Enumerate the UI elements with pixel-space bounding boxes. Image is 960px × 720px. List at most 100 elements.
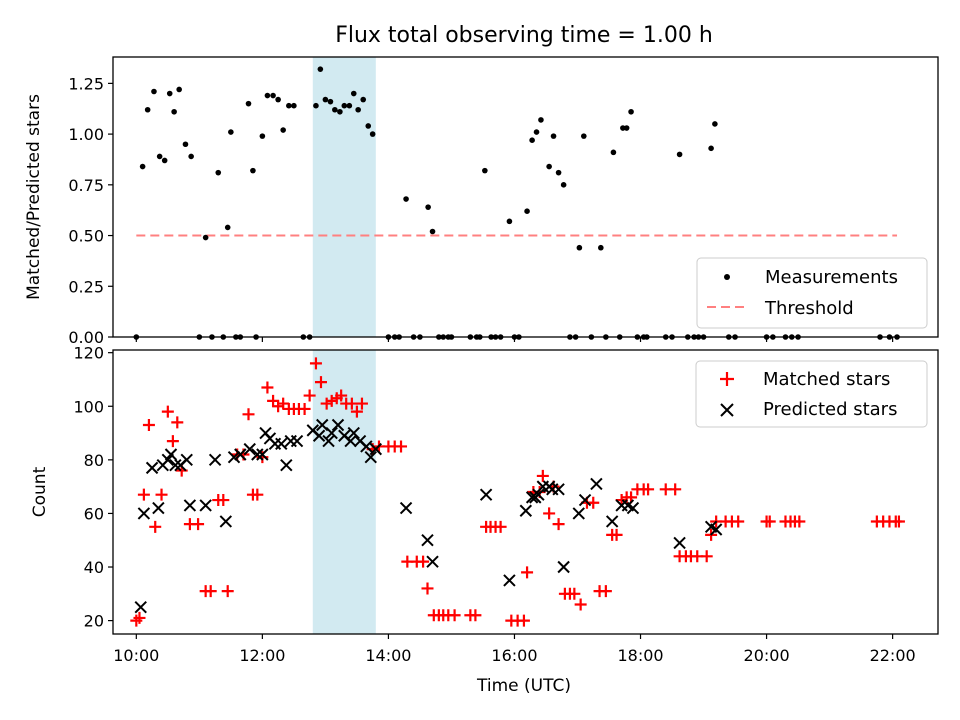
predicted-star-point	[234, 448, 247, 461]
measurement-point	[275, 96, 281, 103]
measurement-point	[628, 108, 634, 115]
predicted-star-point	[479, 488, 493, 501]
predicted-star-point	[169, 459, 182, 472]
measurement-point	[365, 123, 372, 129]
predicted-star-point	[626, 501, 640, 515]
predicted-star-point	[219, 515, 233, 528]
matched-star-point	[395, 440, 408, 453]
measurement-point	[161, 157, 168, 164]
matched-star-point	[335, 389, 348, 402]
matched-star-point	[448, 609, 461, 622]
matched-star-point	[521, 566, 534, 579]
matched-star-point	[610, 528, 623, 541]
predicted-star-point	[590, 477, 603, 491]
bottom-x-tick-label: 18:00	[617, 646, 663, 665]
measurement-point	[322, 96, 329, 103]
measurement-point	[550, 133, 557, 139]
bottom-x-tick-label: 10:00	[113, 646, 159, 665]
measurement-point	[313, 102, 319, 109]
predicted-star-point	[325, 426, 338, 440]
predicted-star-point	[347, 426, 360, 440]
measurement-point	[598, 244, 604, 251]
matched-star-point	[469, 609, 482, 622]
matched-star-point	[277, 397, 290, 410]
measurement-point	[286, 102, 292, 109]
top-highlight-span	[312, 57, 376, 337]
bottom-y-tick-label: 80	[84, 451, 104, 470]
predicted-star-point	[532, 488, 545, 501]
measurement-point	[341, 102, 348, 109]
measurement-point	[403, 196, 409, 202]
measurement-point	[560, 182, 567, 188]
bottom-x-tick-label: 22:00	[870, 646, 916, 665]
measurement-point	[580, 133, 587, 139]
measurement-point	[676, 151, 683, 158]
matched-star-point	[642, 483, 655, 496]
measurement-point	[482, 167, 488, 174]
matched-star-point	[421, 582, 434, 595]
predicted-star-point	[137, 507, 151, 520]
matched-star-point	[221, 585, 234, 598]
measurement-point	[215, 169, 222, 176]
matched-star-point	[552, 518, 565, 531]
measurement-point	[280, 127, 286, 133]
measurement-point	[360, 96, 367, 103]
predicted-star-point	[312, 429, 326, 442]
predicted-star-point	[134, 601, 147, 614]
top-y-axis: 0.00 0.25 0.50 0.75 1.00 1.25	[68, 74, 113, 347]
matched-star-point	[303, 389, 316, 402]
matched-star-point	[133, 611, 146, 624]
predicted-star-point	[364, 450, 377, 464]
matched-star-point	[345, 397, 358, 410]
legend-matched-label: Matched stars	[763, 369, 890, 390]
matched-star-point	[732, 515, 745, 528]
predicted-star-point	[251, 448, 264, 461]
measurement-point	[151, 88, 157, 95]
bottom-x-label: Time (UTC)	[476, 676, 571, 696]
measurement-point	[529, 137, 535, 143]
matched-star-point	[599, 585, 612, 598]
measurement-point	[144, 106, 151, 113]
bottom-legend-box	[695, 360, 928, 428]
matched-star-point	[892, 515, 905, 528]
measurement-point	[425, 204, 431, 210]
predicted-star-point	[180, 453, 193, 467]
measurement-point	[171, 108, 177, 115]
matched-star-point	[574, 598, 587, 611]
matched-star-point	[261, 381, 274, 394]
matched-star-point	[298, 402, 311, 415]
measurement-point	[538, 117, 544, 123]
predicted-star-point	[503, 574, 516, 587]
predicted-star-point	[673, 536, 686, 550]
top-legend-box	[696, 257, 928, 329]
measurement-point	[524, 208, 530, 215]
top-y-tick-label: 0.50	[68, 227, 104, 246]
legend-predicted-marker	[720, 403, 734, 417]
measurement-point	[202, 234, 209, 241]
measurement-point	[623, 125, 630, 131]
measurement-point	[546, 163, 552, 170]
measurement-point	[708, 145, 714, 152]
bottom-y-tick-label: 60	[84, 504, 104, 523]
measurement-point	[166, 90, 173, 97]
measurement-point	[346, 102, 353, 109]
predicted-star-point	[369, 442, 383, 456]
measurement-point	[576, 244, 583, 251]
matched-star-point	[217, 494, 230, 507]
legend-predicted-label: Predicted stars	[763, 399, 897, 420]
predicted-star-point	[552, 483, 565, 496]
predicted-star-point	[519, 504, 533, 517]
predicted-star-point	[557, 560, 570, 574]
matched-star-point	[161, 405, 174, 418]
bottom-highlight-span	[312, 350, 376, 634]
measurement-point	[337, 108, 343, 115]
bottom-x-tick-label: 16:00	[491, 646, 537, 665]
measurement-point	[245, 100, 252, 107]
predicted-star-point	[227, 450, 241, 464]
matched-star-point	[793, 515, 806, 528]
predicted-star-point	[331, 418, 345, 432]
measurement-point	[533, 129, 540, 135]
predicted-star-point	[164, 448, 178, 461]
matched-star-point	[417, 555, 430, 568]
